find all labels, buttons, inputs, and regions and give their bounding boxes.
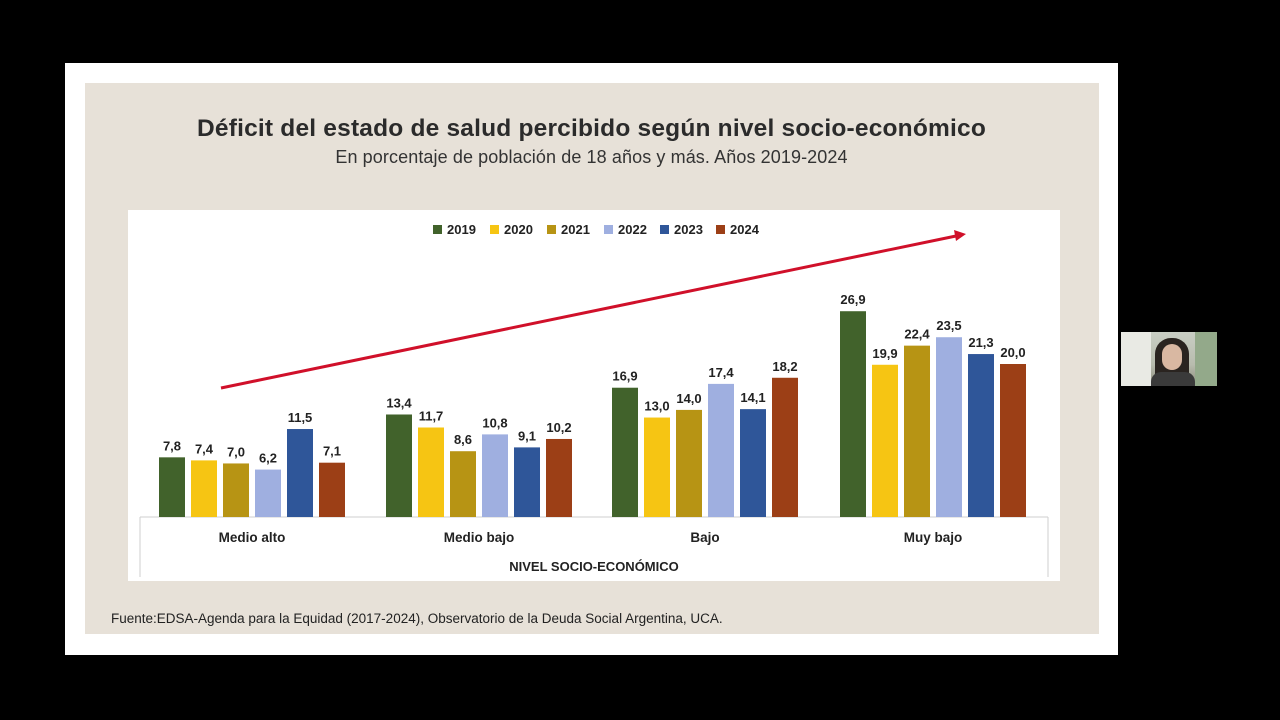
data-label: 18,2 <box>772 359 797 374</box>
bar-2021-0 <box>223 463 249 517</box>
legend-swatch-2021 <box>547 225 556 234</box>
data-label: 17,4 <box>708 365 734 380</box>
bar-2023-2 <box>740 409 766 517</box>
bar-2024-2 <box>772 377 798 517</box>
legend-swatch-2024 <box>716 225 725 234</box>
bar-2019-1 <box>386 414 412 517</box>
data-label: 19,9 <box>872 346 897 361</box>
bar-2020-1 <box>418 427 444 517</box>
bar-2021-1 <box>450 451 476 517</box>
data-label: 10,2 <box>546 420 571 435</box>
category-label: Bajo <box>690 530 719 545</box>
data-label: 23,5 <box>936 318 961 333</box>
bar-2022-2 <box>708 383 734 517</box>
chart-area: 7,8 13,4 16,9 26,9 7,4 11,7 13,0 19,9 7,0 8,6 14,0… <box>128 210 1060 581</box>
bar-2019-0 <box>159 457 185 517</box>
data-label: 10,8 <box>482 415 507 430</box>
data-label: 9,1 <box>518 428 536 443</box>
legend-label: 2022 <box>618 222 647 237</box>
chart-title: Déficit del estado de salud percibido se… <box>197 115 986 142</box>
legend-label: 2019 <box>447 222 476 237</box>
bar-2021-2 <box>676 409 702 517</box>
bar-2024-3 <box>1000 364 1026 517</box>
trend-arrow-head <box>954 230 966 241</box>
data-label: 13,4 <box>386 395 412 410</box>
data-label: 7,0 <box>227 444 245 459</box>
x-axis-title: NIVEL SOCIO-ECONÓMICO <box>509 559 679 574</box>
person-face <box>1162 344 1182 370</box>
data-label: 22,4 <box>904 327 930 342</box>
bar-2022-1 <box>482 434 508 517</box>
legend-label: 2020 <box>504 222 533 237</box>
data-label: 16,9 <box>612 369 637 384</box>
person-body <box>1151 372 1195 386</box>
legend-swatch-2022 <box>604 225 613 234</box>
data-label: 20,0 <box>1000 345 1025 360</box>
data-label: 26,9 <box>840 292 865 307</box>
data-label: 14,1 <box>740 390 765 405</box>
data-label: 11,5 <box>288 410 313 425</box>
presentation-slide: Déficit del estado de salud percibido se… <box>65 63 1118 655</box>
bar-2023-3 <box>968 354 994 517</box>
bar-2019-2 <box>612 387 638 517</box>
bar-2020-0 <box>191 460 217 517</box>
category-label: Muy bajo <box>904 530 963 545</box>
legend-swatch-2023 <box>660 225 669 234</box>
data-label: 21,3 <box>968 335 993 350</box>
source-note: Fuente:EDSA-Agenda para la Equidad (2017… <box>111 611 723 626</box>
webcam-window <box>1195 332 1217 386</box>
legend-swatch-2019 <box>433 225 442 234</box>
legend-label: 2024 <box>730 222 760 237</box>
bar-2020-2 <box>644 417 670 517</box>
legend-swatch-2020 <box>490 225 499 234</box>
trend-arrow-line <box>220 234 957 390</box>
category-label: Medio alto <box>219 530 286 545</box>
bar-2022-0 <box>255 469 281 517</box>
chart-subtitle: En porcentaje de población de 18 años y … <box>335 147 848 167</box>
data-label: 7,1 <box>323 444 341 459</box>
legend-label: 2021 <box>561 222 590 237</box>
bar-2019-3 <box>840 311 866 517</box>
bar-2024-0 <box>319 462 345 517</box>
data-label: 14,0 <box>676 391 701 406</box>
bar-2022-3 <box>936 337 962 517</box>
data-label: 8,6 <box>454 432 472 447</box>
data-label: 7,4 <box>195 441 214 456</box>
bar-2024-1 <box>546 438 572 517</box>
bar-2021-3 <box>904 345 930 517</box>
webcam-background <box>1121 332 1151 386</box>
category-label: Medio bajo <box>444 530 515 545</box>
bar-chart: 7,8 13,4 16,9 26,9 7,4 11,7 13,0 19,9 7,0 8,6 14,0… <box>139 222 1049 577</box>
legend-label: 2023 <box>674 222 703 237</box>
data-label: 6,2 <box>259 451 277 466</box>
data-label: 13,0 <box>644 399 669 414</box>
bar-2023-1 <box>514 447 540 517</box>
bar-2023-0 <box>287 429 313 517</box>
bar-2020-3 <box>872 364 898 517</box>
data-label: 7,8 <box>163 438 181 453</box>
data-label: 11,7 <box>419 408 444 423</box>
webcam-thumbnail[interactable] <box>1121 332 1217 386</box>
